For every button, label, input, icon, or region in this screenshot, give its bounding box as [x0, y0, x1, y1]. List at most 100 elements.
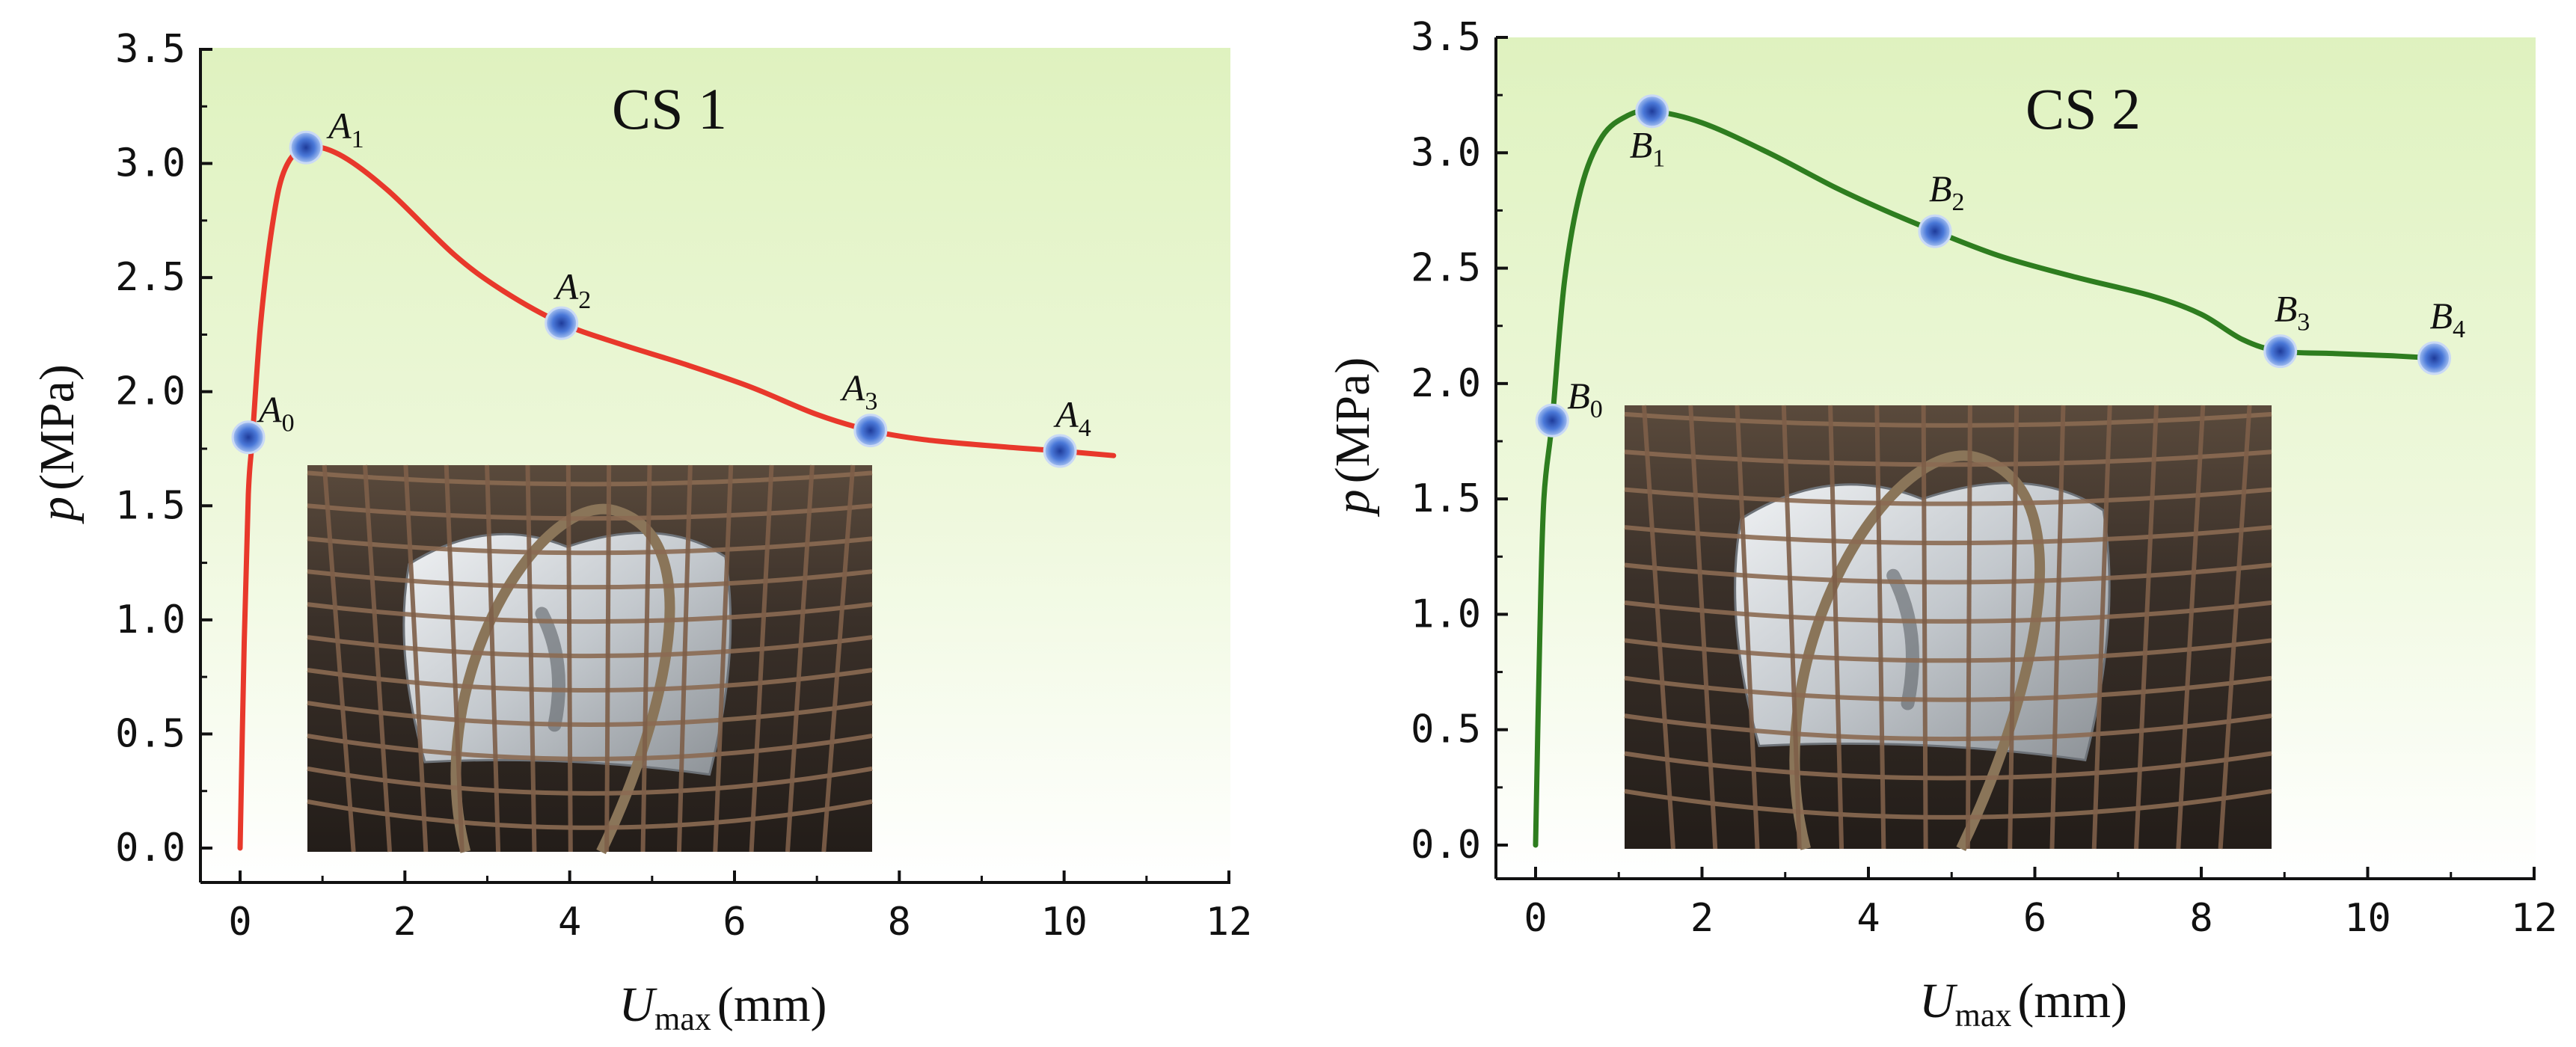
y-tick-label: 1.5	[1411, 476, 1481, 521]
x-tick-label: 6	[2023, 896, 2046, 941]
y-axis-title-unit: (MPa)	[1325, 357, 1380, 484]
point-label: B2	[1929, 168, 1965, 216]
x-axis-title-main: U	[1919, 974, 1958, 1028]
cage-ring	[307, 668, 873, 693]
x-tick-label: 2	[1690, 896, 1714, 941]
data-point-a0	[231, 420, 266, 455]
series-line-cs2	[1533, 108, 2437, 848]
x-axis-title-main: U	[619, 977, 657, 1032]
point-label-main: A	[1053, 393, 1079, 435]
x-tick-label: 10	[1040, 900, 1088, 945]
cage-bar	[1781, 405, 1802, 850]
point-label: B1	[1630, 124, 1666, 173]
inset-photo	[307, 464, 873, 855]
point-label-main: B	[1929, 168, 1952, 209]
point-label-main: A	[553, 265, 579, 307]
data-point-a4	[1043, 434, 1077, 468]
cage-ring	[1624, 487, 2272, 506]
cage-ring	[1624, 713, 2272, 742]
cage-bar	[2134, 405, 2159, 850]
cage-bar	[565, 464, 573, 853]
y-axis-title-main: p	[30, 497, 85, 524]
x-tick-label: 4	[558, 900, 581, 945]
cage-ring	[307, 470, 873, 487]
point-label: A2	[553, 265, 592, 314]
cage-bar	[1688, 405, 1718, 850]
x-axis-title: Umax (mm)	[1919, 974, 2127, 1034]
cage-ring	[1624, 411, 2272, 428]
y-tick-label: 1.0	[1411, 592, 1481, 636]
cage-bar	[363, 464, 393, 853]
cage-ring	[307, 503, 873, 521]
cage-bar	[1735, 405, 1760, 850]
y-tick-label: 3.0	[1411, 130, 1481, 175]
cage-bar	[1828, 405, 1844, 850]
cage-ring	[1624, 788, 2272, 820]
cage-ring	[1624, 751, 2272, 781]
panel-title: CS 1	[612, 76, 727, 141]
cage-bar	[2091, 405, 2112, 850]
cage-ring	[1624, 675, 2272, 702]
cage-bar	[640, 464, 652, 853]
cage-bar	[785, 464, 815, 853]
point-label-sub: 4	[2453, 316, 2465, 343]
cage-bar	[403, 464, 429, 853]
data-point-b4	[2417, 341, 2451, 375]
point-label-sub: 4	[1079, 414, 1091, 442]
x-axis-title-sub: max	[1955, 997, 2012, 1034]
cage-bar	[1874, 405, 1886, 850]
data-point-a2	[545, 306, 579, 340]
x-axis-title: Umax (mm)	[619, 977, 827, 1037]
x-tick-label: 12	[1206, 900, 1253, 945]
cage-ring	[1624, 449, 2272, 467]
cage-ring	[307, 569, 873, 590]
cage-ring	[1624, 600, 2272, 624]
point-label: B0	[1567, 375, 1603, 423]
y-tick-label: 2.5	[115, 255, 185, 300]
y-tick-label: 0.5	[1411, 707, 1481, 752]
data-point-b3	[2263, 334, 2298, 369]
point-label: A3	[840, 367, 878, 416]
tube-fold	[535, 607, 565, 732]
y-axis-title: p (MPa)	[1325, 357, 1380, 518]
cage-ring	[307, 700, 873, 727]
cage-ring	[307, 733, 873, 761]
cage-bar	[2218, 405, 2252, 850]
y-tick-label: 3.5	[115, 27, 185, 72]
y-axis-title-unit: (MPa)	[30, 364, 85, 491]
point-label-sub: 1	[1652, 145, 1665, 173]
cage-bar	[749, 464, 774, 853]
point-label: A4	[1053, 393, 1091, 442]
cage-bar	[2008, 405, 2020, 850]
cage-ring	[307, 635, 873, 659]
x-tick-label: 10	[2344, 896, 2391, 941]
data-point-b0	[1535, 403, 1569, 437]
cage-bar	[676, 464, 693, 853]
y-tick-label: 0.0	[115, 826, 185, 871]
x-tick-label: 12	[2511, 896, 2558, 941]
y-axis-title: p (MPa)	[30, 364, 85, 524]
point-label-main: A	[257, 389, 282, 431]
cage-ring	[307, 536, 873, 556]
cage-ring	[1624, 525, 2272, 546]
tube-fold	[1886, 568, 1919, 710]
y-tick-label: 1.5	[115, 483, 185, 528]
point-label-main: B	[2430, 295, 2453, 337]
cage-bar	[2049, 405, 2066, 850]
cage-bar	[1965, 405, 1972, 850]
point-label-main: B	[1567, 375, 1590, 417]
cage-ring	[1624, 562, 2272, 585]
point-label-sub: 2	[1952, 188, 1965, 216]
point-label-main: B	[1630, 124, 1653, 166]
x-tick-label: 0	[228, 900, 251, 945]
data-point-a1	[289, 130, 323, 165]
cage-bar	[1641, 405, 1675, 850]
point-label-main: A	[326, 105, 352, 147]
x-axis-title-unit: (mm)	[717, 977, 827, 1032]
point-label-sub: 0	[282, 410, 295, 437]
point-label-sub: 0	[1590, 396, 1603, 423]
data-point-a3	[853, 414, 888, 448]
y-tick-label: 0.0	[1411, 823, 1481, 868]
